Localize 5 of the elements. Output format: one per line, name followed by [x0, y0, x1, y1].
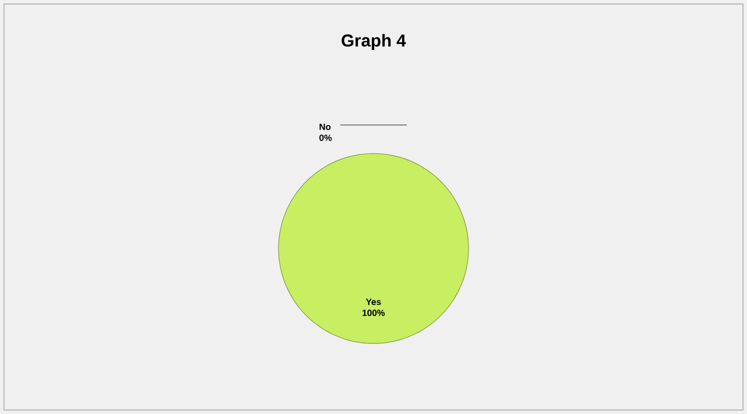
category-label: No — [320, 124, 331, 130]
slice-label: Yes — [366, 298, 381, 306]
chart-title: Graph 4 — [342, 34, 406, 50]
text: 0% — [319, 134, 332, 141]
data-label: 100% — [362, 310, 385, 316]
